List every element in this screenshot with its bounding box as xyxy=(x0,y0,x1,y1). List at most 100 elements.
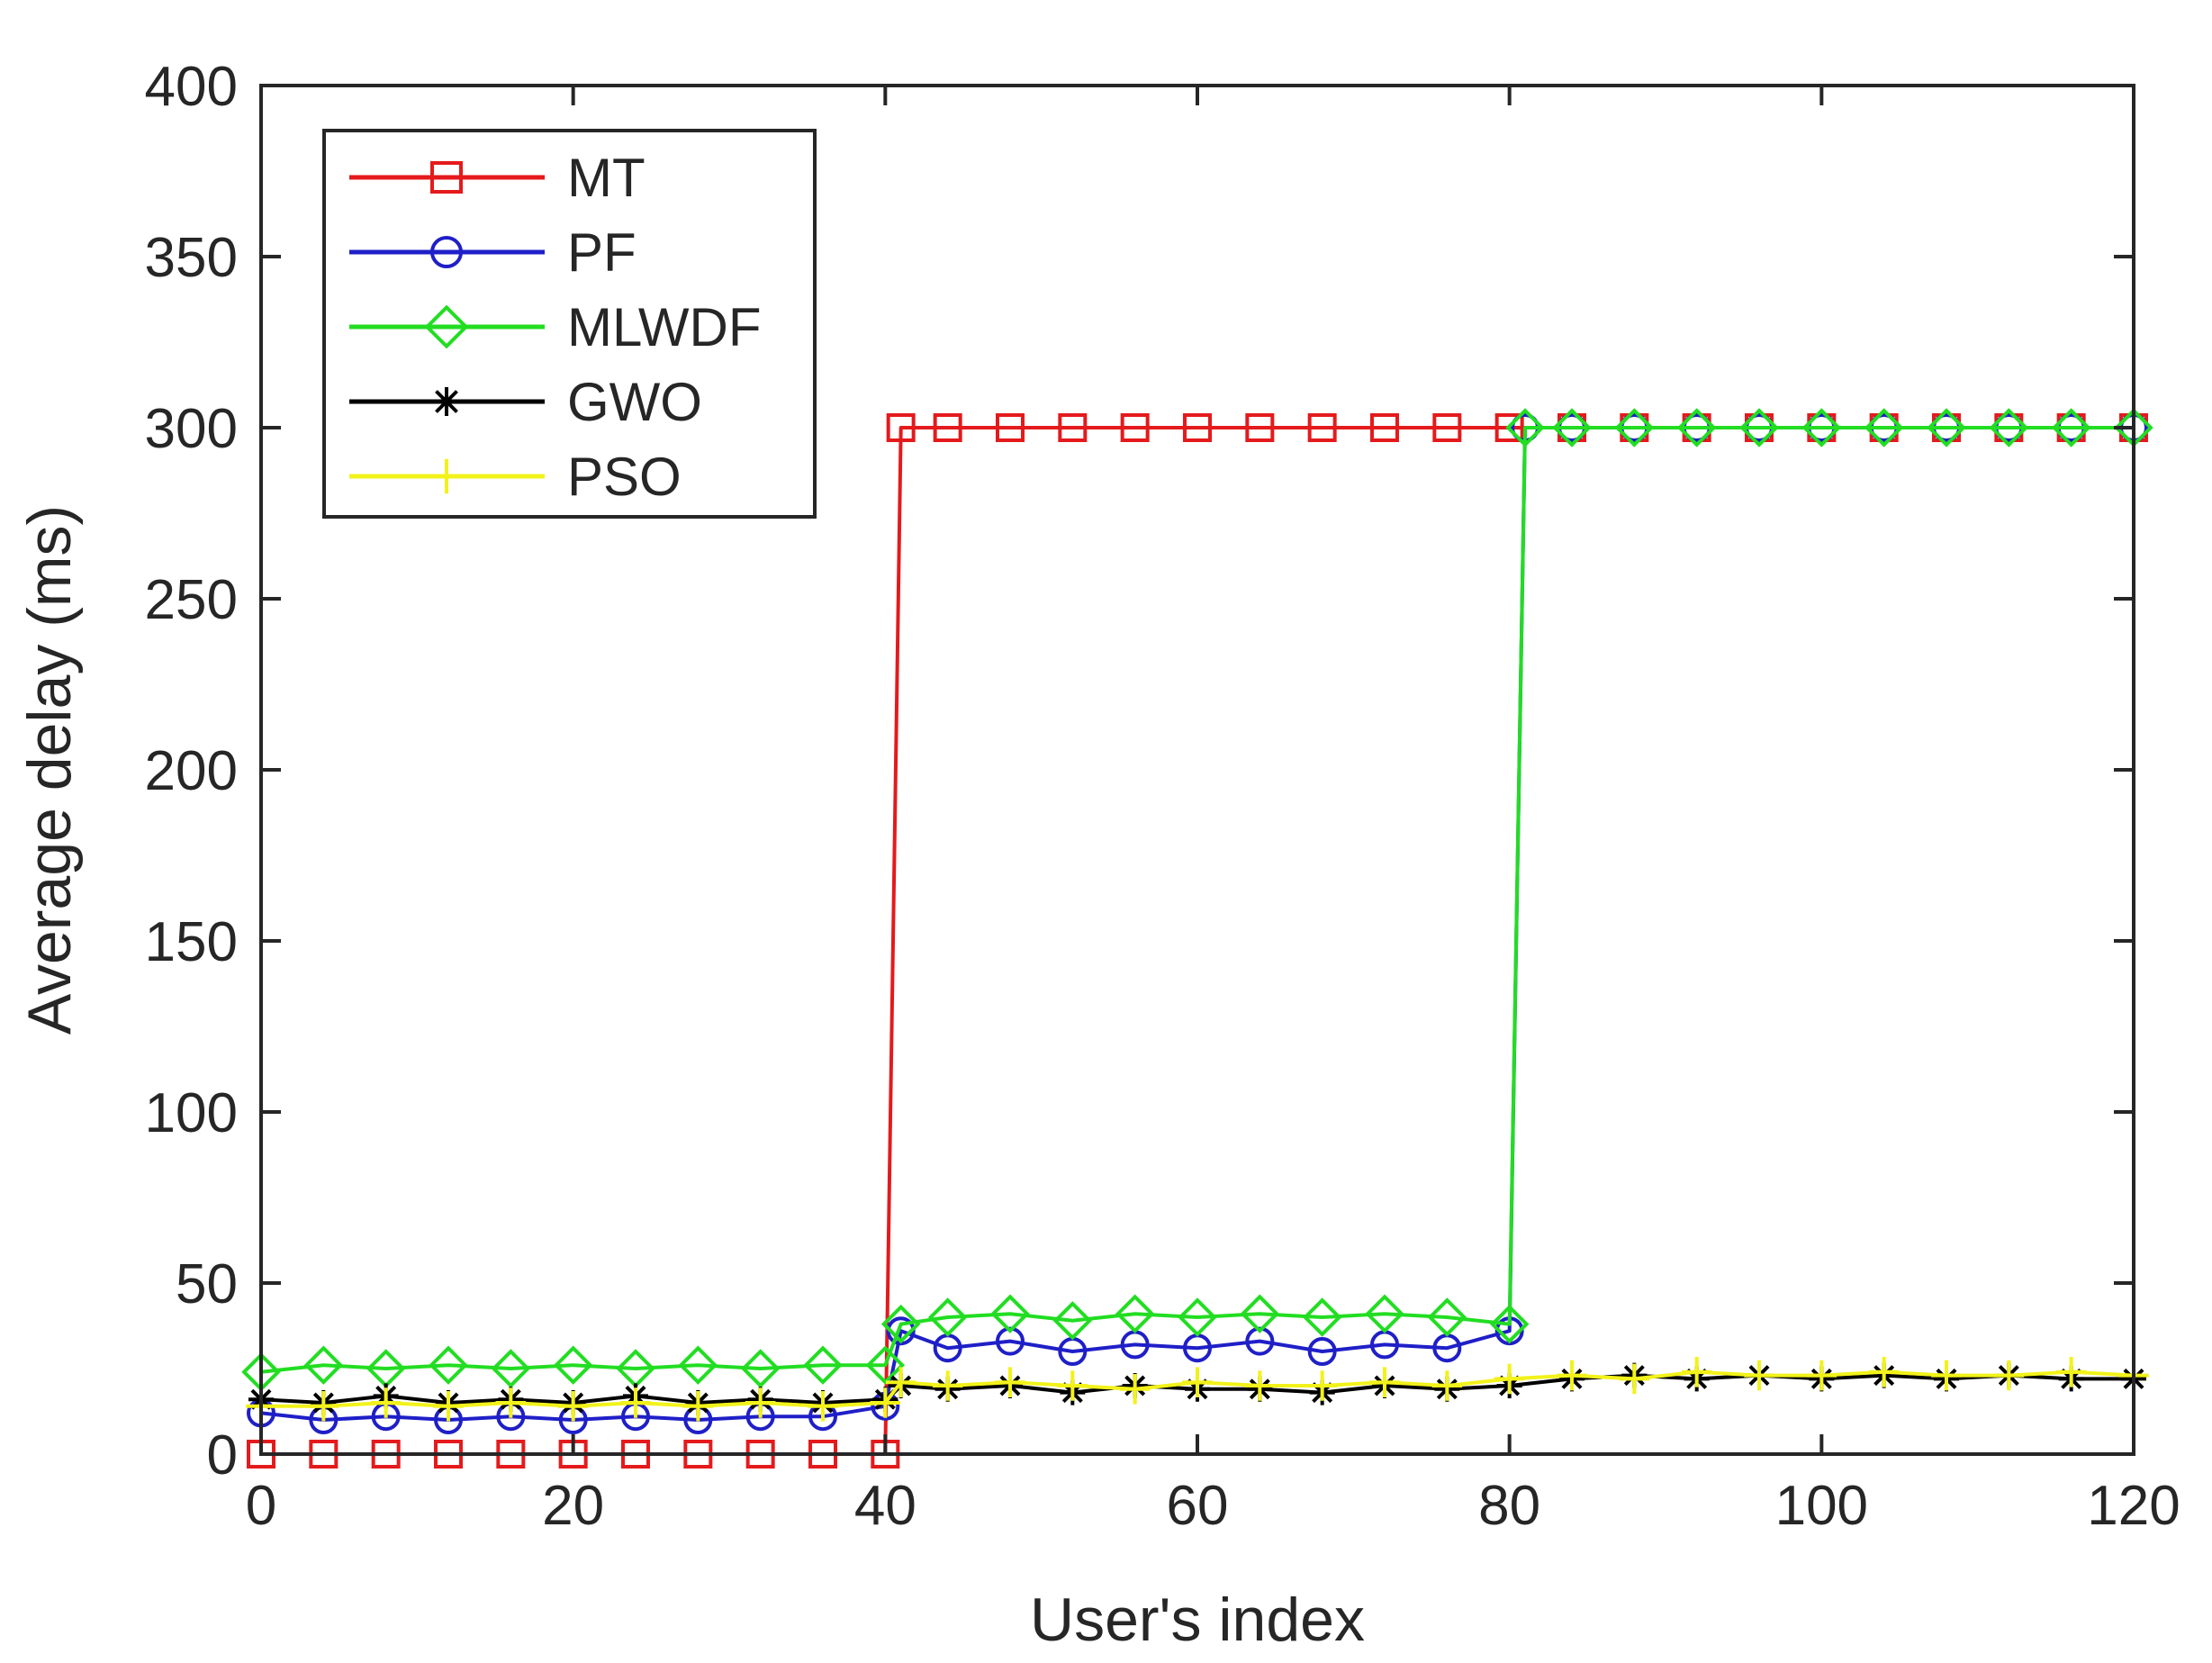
x-tick-label: 0 xyxy=(246,1475,276,1537)
data-point-pso xyxy=(1182,1367,1213,1397)
data-point-mt xyxy=(886,413,916,442)
data-point-mlwdf xyxy=(1489,1304,1530,1344)
data-point-mlwdf xyxy=(491,1349,531,1388)
y-tick-label: 50 xyxy=(176,1253,238,1315)
data-point-pso xyxy=(1431,1370,1463,1401)
data-point-mlwdf xyxy=(1552,408,1592,447)
data-point-pso xyxy=(932,1370,963,1401)
data-point-pso xyxy=(1806,1360,1837,1391)
legend: MT PF MLWDF GWO PSO xyxy=(322,129,817,519)
data-point-pso xyxy=(1057,1370,1088,1401)
data-point-pso xyxy=(1369,1367,1400,1397)
data-point-mlwdf xyxy=(1052,1301,1093,1341)
data-point-pf xyxy=(1307,1337,1337,1366)
data-point-pso xyxy=(1744,1360,1774,1391)
data-point-pso xyxy=(2055,1357,2087,1387)
x-tick-label: 100 xyxy=(1775,1475,1868,1537)
y-tick-label: 0 xyxy=(207,1424,238,1487)
data-point-pso xyxy=(1119,1374,1151,1405)
y-tick-label: 350 xyxy=(145,227,238,289)
data-point-mt xyxy=(1494,413,1524,442)
data-point-pso xyxy=(370,1387,402,1418)
data-point-mlwdf xyxy=(927,1297,968,1337)
series-layer xyxy=(241,408,2153,1469)
data-point-mlwdf xyxy=(1927,408,1966,447)
data-point-pso xyxy=(308,1391,339,1422)
data-point-mlwdf xyxy=(2051,408,2091,447)
data-point-pso xyxy=(1557,1360,1587,1391)
legend-label-gwo: GWO xyxy=(567,372,702,432)
data-point-pso xyxy=(870,1387,901,1418)
legend-label-mt: MT xyxy=(567,148,646,208)
data-point-pso xyxy=(620,1387,651,1418)
legend-marker-mt xyxy=(430,161,463,194)
data-point-mt xyxy=(996,413,1025,442)
legend-box xyxy=(322,129,817,519)
data-point-mlwdf xyxy=(1864,408,1904,447)
x-tick-label: 60 xyxy=(1167,1475,1229,1537)
data-point-mlwdf xyxy=(1505,408,1545,447)
x-tick-label: 120 xyxy=(2087,1475,2180,1537)
data-point-pso xyxy=(495,1387,527,1418)
legend-entry-mt: MT xyxy=(349,148,646,208)
legend-entry-mlwdf: MLWDF xyxy=(349,297,762,357)
data-point-mlwdf xyxy=(1365,1294,1404,1333)
series-line-mlwdf xyxy=(260,426,2134,1374)
data-point-pso xyxy=(1244,1370,1276,1401)
y-tick-label: 300 xyxy=(145,398,238,460)
data-point-pso xyxy=(1931,1360,1962,1391)
legend-entry-pso: PSO xyxy=(349,447,682,507)
data-point-pso xyxy=(1619,1363,1650,1395)
legend-label-pso: PSO xyxy=(567,447,682,507)
data-point-mt xyxy=(1183,413,1212,442)
data-point-mlwdf xyxy=(553,1345,593,1385)
data-point-pso xyxy=(1993,1360,2025,1391)
data-point-pso xyxy=(885,1367,916,1397)
legend-marker-pso xyxy=(429,458,465,494)
y-tick-label: 150 xyxy=(145,911,238,973)
legend-entry-pf: PF xyxy=(349,222,637,283)
data-point-mt xyxy=(1432,413,1462,442)
data-point-mlwdf xyxy=(880,1304,921,1344)
data-point-mt xyxy=(1120,413,1150,442)
data-point-mlwdf xyxy=(1676,408,1717,447)
data-point-pso xyxy=(1868,1357,1900,1387)
y-tick-label: 100 xyxy=(145,1082,238,1144)
series-pso xyxy=(246,1357,2149,1422)
data-point-pso xyxy=(808,1391,838,1422)
y-tick-label: 250 xyxy=(145,569,238,631)
data-point-pso xyxy=(557,1391,589,1422)
legend-marker-pf xyxy=(430,236,463,268)
data-point-mlwdf xyxy=(803,1345,843,1385)
data-point-mt xyxy=(1245,413,1275,442)
data-point-mlwdf xyxy=(1427,1297,1467,1337)
x-axis-label: User's index xyxy=(1030,1586,1365,1654)
data-point-mlwdf xyxy=(1178,1297,1217,1337)
x-tick-label: 40 xyxy=(854,1475,916,1537)
x-tick-label: 20 xyxy=(542,1475,604,1537)
y-axis-label: Average delay (ms) xyxy=(15,505,84,1035)
legend-label-pf: PF xyxy=(567,222,637,283)
data-point-pso xyxy=(1681,1357,1712,1387)
y-tick-label: 200 xyxy=(145,740,238,802)
data-point-pso xyxy=(682,1391,714,1422)
data-point-mlwdf xyxy=(1801,408,1842,447)
data-point-mlwdf xyxy=(1240,1294,1280,1333)
data-point-pso xyxy=(995,1367,1025,1397)
data-point-mt xyxy=(1307,413,1337,442)
x-tick-label: 80 xyxy=(1478,1475,1540,1537)
data-point-mlwdf xyxy=(303,1345,344,1385)
data-point-pso xyxy=(745,1387,776,1418)
data-point-mlwdf xyxy=(1739,408,1779,447)
data-point-mlwdf xyxy=(1989,408,2029,447)
data-point-mt xyxy=(933,413,962,442)
data-point-mlwdf xyxy=(1115,1294,1155,1333)
data-point-mlwdf xyxy=(865,1345,906,1385)
legend-label-mlwdf: MLWDF xyxy=(567,297,762,357)
data-point-mlwdf xyxy=(429,1345,468,1385)
data-point-mt xyxy=(1058,413,1088,442)
y-tick-label: 400 xyxy=(145,56,238,118)
labels-layer: User's index Average delay (ms) xyxy=(15,505,1365,1654)
data-point-pso xyxy=(1306,1370,1338,1401)
